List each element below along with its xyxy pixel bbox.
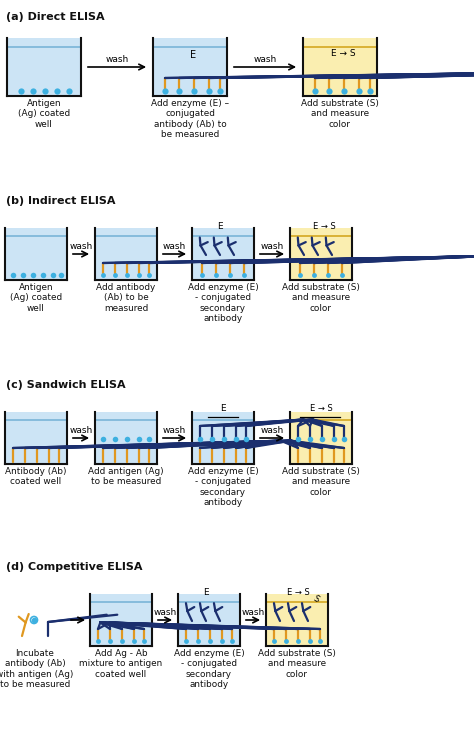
Text: Add Ag - Ab
mixture to antigen
coated well: Add Ag - Ab mixture to antigen coated we… <box>79 649 163 679</box>
Bar <box>192 228 254 280</box>
Text: wash: wash <box>163 242 186 251</box>
Bar <box>7 38 81 96</box>
Text: wash: wash <box>154 608 177 617</box>
Text: (d) Competitive ELISA: (d) Competitive ELISA <box>6 562 143 572</box>
Text: Add substrate (S)
and measure
color: Add substrate (S) and measure color <box>301 99 379 128</box>
Text: E: E <box>220 404 226 413</box>
Bar <box>266 594 328 646</box>
Text: wash: wash <box>260 242 283 251</box>
Text: wash: wash <box>241 608 264 617</box>
Text: Add substrate (S)
and measure
color: Add substrate (S) and measure color <box>282 283 360 313</box>
Bar <box>290 412 352 464</box>
Text: (a) Direct ELISA: (a) Direct ELISA <box>6 12 105 22</box>
Text: Antigen
(Ag) coated
well: Antigen (Ag) coated well <box>18 99 70 128</box>
Text: E → S: E → S <box>310 404 332 413</box>
Text: wash: wash <box>260 426 283 435</box>
Text: Add enzyme (E)
- conjugated
secondary
antibody: Add enzyme (E) - conjugated secondary an… <box>173 649 245 689</box>
Bar <box>90 594 152 646</box>
Text: Add substrate (S)
and measure
color: Add substrate (S) and measure color <box>258 649 336 679</box>
Text: Incubate
antibody (Ab)
with antigen (Ag)
to be measured: Incubate antibody (Ab) with antigen (Ag)… <box>0 649 73 689</box>
Text: E: E <box>217 222 223 231</box>
Text: Add substrate (S)
and measure
color: Add substrate (S) and measure color <box>282 467 360 497</box>
Text: wash: wash <box>69 426 92 435</box>
Text: Antibody (Ab)
coated well: Antibody (Ab) coated well <box>5 467 67 487</box>
Text: Add enzyme (E) –
conjugated
antibody (Ab) to
be measured: Add enzyme (E) – conjugated antibody (Ab… <box>151 99 229 139</box>
Text: wash: wash <box>105 55 128 64</box>
Text: E → S: E → S <box>287 588 310 597</box>
Text: E: E <box>203 588 209 597</box>
Text: (b) Indirect ELISA: (b) Indirect ELISA <box>6 196 116 206</box>
Text: wash: wash <box>163 426 186 435</box>
Text: E: E <box>190 50 196 60</box>
Text: Antigen
(Ag) coated
well: Antigen (Ag) coated well <box>10 283 62 313</box>
Bar <box>153 38 227 96</box>
Text: Add enzyme (E)
- conjugated
secondary
antibody: Add enzyme (E) - conjugated secondary an… <box>188 467 258 507</box>
Bar <box>290 228 352 280</box>
Text: E → S: E → S <box>313 222 336 231</box>
Bar <box>5 412 67 464</box>
Bar <box>178 594 240 646</box>
Text: Add antigen (Ag)
to be measured: Add antigen (Ag) to be measured <box>88 467 164 487</box>
Text: S: S <box>311 594 320 604</box>
Text: wash: wash <box>69 242 92 251</box>
Bar <box>303 38 377 96</box>
Bar <box>192 412 254 464</box>
Text: wash: wash <box>254 55 277 64</box>
Text: Add enzyme (E)
- conjugated
secondary
antibody: Add enzyme (E) - conjugated secondary an… <box>188 283 258 323</box>
Text: (c) Sandwich ELISA: (c) Sandwich ELISA <box>6 380 126 390</box>
Text: E → S: E → S <box>331 49 356 58</box>
Bar <box>5 228 67 280</box>
Bar <box>95 228 157 280</box>
Bar <box>95 412 157 464</box>
Text: Add antibody
(Ab) to be
measured: Add antibody (Ab) to be measured <box>96 283 155 313</box>
